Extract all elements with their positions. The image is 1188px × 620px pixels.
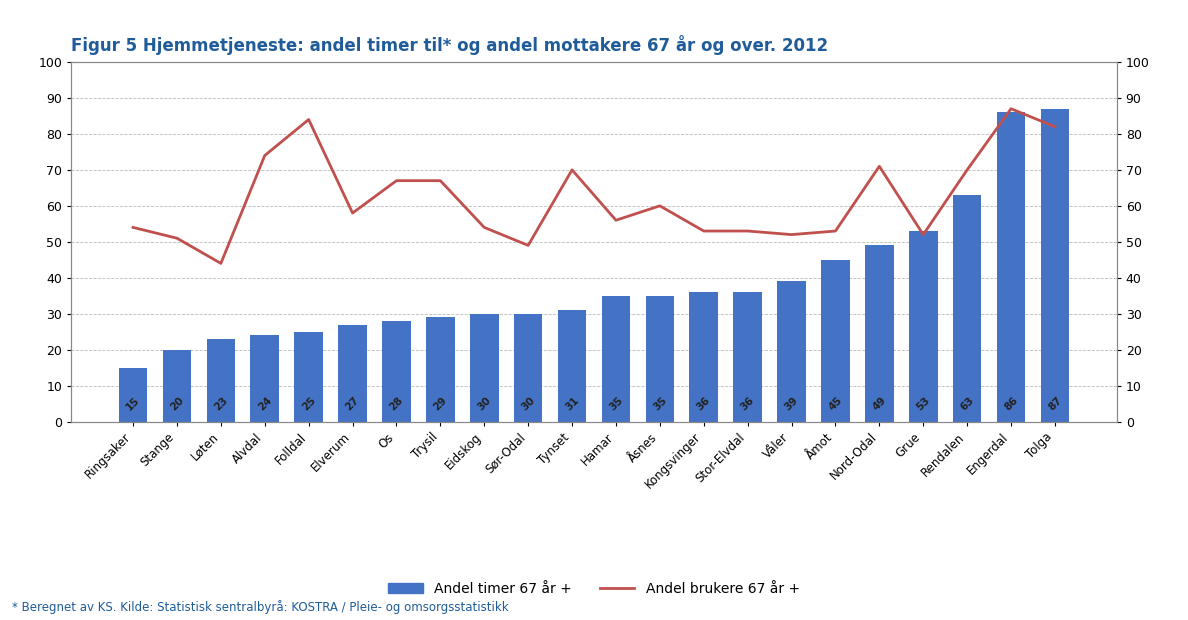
Text: 45: 45 — [827, 395, 845, 413]
Bar — [426, 317, 455, 422]
Bar — [119, 368, 147, 422]
Bar — [601, 296, 630, 422]
Bar — [865, 246, 893, 422]
Bar — [689, 292, 718, 422]
Bar — [733, 292, 762, 422]
Text: 86: 86 — [1003, 396, 1019, 413]
Text: 49: 49 — [871, 396, 887, 413]
Text: 27: 27 — [343, 395, 361, 413]
Bar — [1041, 108, 1069, 422]
Text: 87: 87 — [1047, 395, 1063, 413]
Text: 31: 31 — [563, 396, 581, 413]
Bar — [645, 296, 674, 422]
Bar — [251, 335, 279, 422]
Text: 29: 29 — [431, 396, 449, 413]
Bar — [163, 350, 191, 422]
Text: 30: 30 — [475, 396, 493, 413]
Text: 36: 36 — [695, 396, 713, 413]
Text: 53: 53 — [915, 396, 931, 413]
Text: * Beregnet av KS. Kilde: Statistisk sentralbyrå: KOSTRA / Pleie- og omsorgsstati: * Beregnet av KS. Kilde: Statistisk sent… — [12, 600, 508, 614]
Text: 39: 39 — [783, 396, 801, 413]
Text: 30: 30 — [519, 396, 537, 413]
Bar — [997, 112, 1025, 422]
Text: 23: 23 — [213, 396, 229, 413]
Text: Figur 5 Hjemmetjeneste: andel timer til* og andel mottakere 67 år og over. 2012: Figur 5 Hjemmetjeneste: andel timer til*… — [71, 35, 828, 55]
Text: 35: 35 — [607, 396, 625, 413]
Text: 25: 25 — [301, 396, 317, 413]
Bar — [777, 281, 805, 422]
Bar — [953, 195, 981, 422]
Text: 35: 35 — [651, 396, 669, 413]
Text: 63: 63 — [959, 396, 975, 413]
Legend: Andel timer 67 år +, Andel brukere 67 år +: Andel timer 67 år +, Andel brukere 67 år… — [383, 577, 805, 601]
Bar — [821, 260, 849, 422]
Bar — [558, 310, 587, 422]
Bar — [514, 314, 543, 422]
Text: 20: 20 — [169, 396, 185, 413]
Bar — [207, 339, 235, 422]
Text: 24: 24 — [257, 395, 273, 413]
Text: 28: 28 — [387, 396, 405, 413]
Bar — [383, 321, 411, 422]
Text: 36: 36 — [739, 396, 757, 413]
Bar — [295, 332, 323, 422]
Bar — [339, 324, 367, 422]
Bar — [470, 314, 499, 422]
Text: 15: 15 — [125, 396, 141, 413]
Bar — [909, 231, 937, 422]
